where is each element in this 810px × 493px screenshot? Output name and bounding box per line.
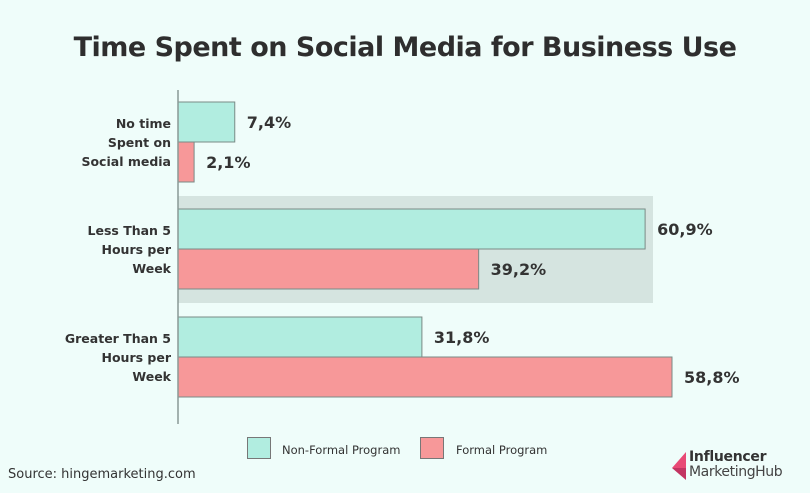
bar-formal-0	[177, 141, 195, 183]
legend-label-non-formal: Non-Formal Program	[282, 443, 401, 457]
legend-swatch-formal	[420, 437, 444, 459]
bar-non-formal-0	[177, 101, 236, 143]
category-label-line: Hours per	[101, 242, 172, 257]
source-note: Source: hingemarketing.com	[8, 467, 196, 482]
category-label-line: Hours per	[101, 350, 172, 365]
category-label: No time Spent on Social media	[11, 114, 171, 171]
data-label: 7,4%	[246, 113, 292, 132]
bar-non-formal-2	[177, 316, 423, 358]
category-label-line: Social media	[81, 154, 171, 169]
bar-formal-1	[177, 248, 480, 290]
data-label: 58,8%	[684, 368, 740, 387]
legend-label-formal: Formal Program	[456, 443, 548, 457]
logo-text-line1: Influencer	[689, 449, 767, 465]
data-label: 60,9%	[657, 220, 713, 239]
influencer-marketing-hub-logo: Influencer MarketingHub	[672, 449, 802, 485]
category-label-line: Spent on	[107, 135, 171, 150]
legend-swatch-non-formal	[247, 437, 271, 459]
category-label-line: Week	[132, 261, 171, 276]
chart-title: Time Spent on Social Media for Business …	[73, 32, 737, 63]
logo-mark-icon	[672, 452, 686, 480]
bar-non-formal-1	[177, 208, 646, 250]
bar-formal-2	[177, 356, 673, 398]
data-label: 39,2%	[490, 260, 547, 279]
data-label: 2,1%	[206, 153, 251, 172]
data-label: 31,8%	[433, 328, 490, 347]
category-label: Less Than 5 Hours per Week	[11, 221, 171, 278]
category-label-line: No time	[115, 116, 171, 131]
category-label: Greater Than 5 Hours per Week	[11, 329, 171, 386]
category-label-line: Less Than 5	[87, 223, 171, 238]
category-label-line: Greater Than 5	[64, 331, 171, 346]
logo-text-line2: MarketingHub	[689, 464, 783, 480]
category-label-line: Week	[132, 369, 171, 384]
